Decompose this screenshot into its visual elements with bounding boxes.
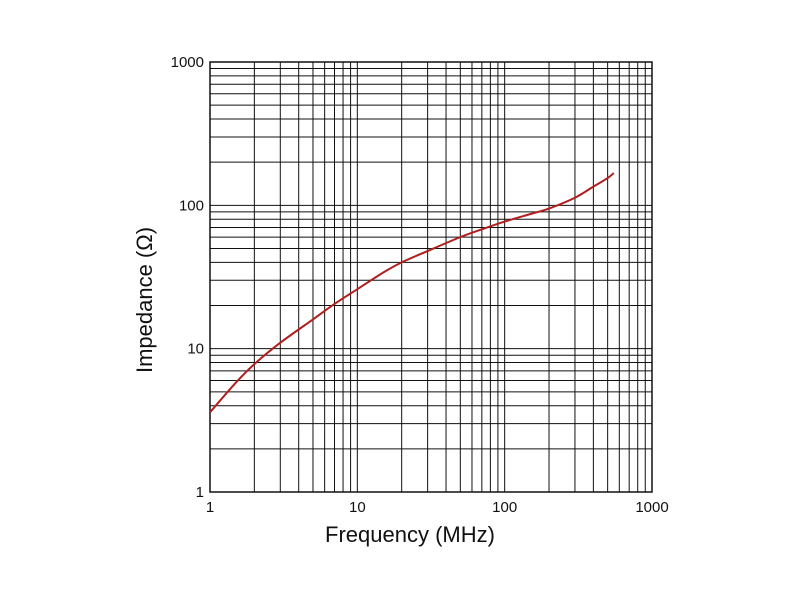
x-tick-label: 10: [349, 499, 366, 516]
grid-lines: [210, 62, 652, 492]
x-tick-labels: 1 10 100 1000: [206, 499, 669, 516]
impedance-curve: [209, 172, 615, 413]
x-tick-label: 100: [492, 499, 517, 516]
y-tick-label: 1000: [171, 54, 204, 71]
y-tick-labels: 1 10 100 1000: [171, 54, 204, 501]
y-tick-label: 100: [179, 197, 204, 214]
y-tick-label: 10: [187, 341, 204, 358]
y-tick-label: 1: [196, 484, 204, 501]
plot-frame: [209, 61, 653, 493]
y-axis-label: Impedance (Ω): [132, 227, 157, 373]
x-tick-label: 1000: [635, 499, 668, 516]
x-axis-label: Frequency (MHz): [325, 522, 495, 547]
x-tick-label: 1: [206, 499, 214, 516]
